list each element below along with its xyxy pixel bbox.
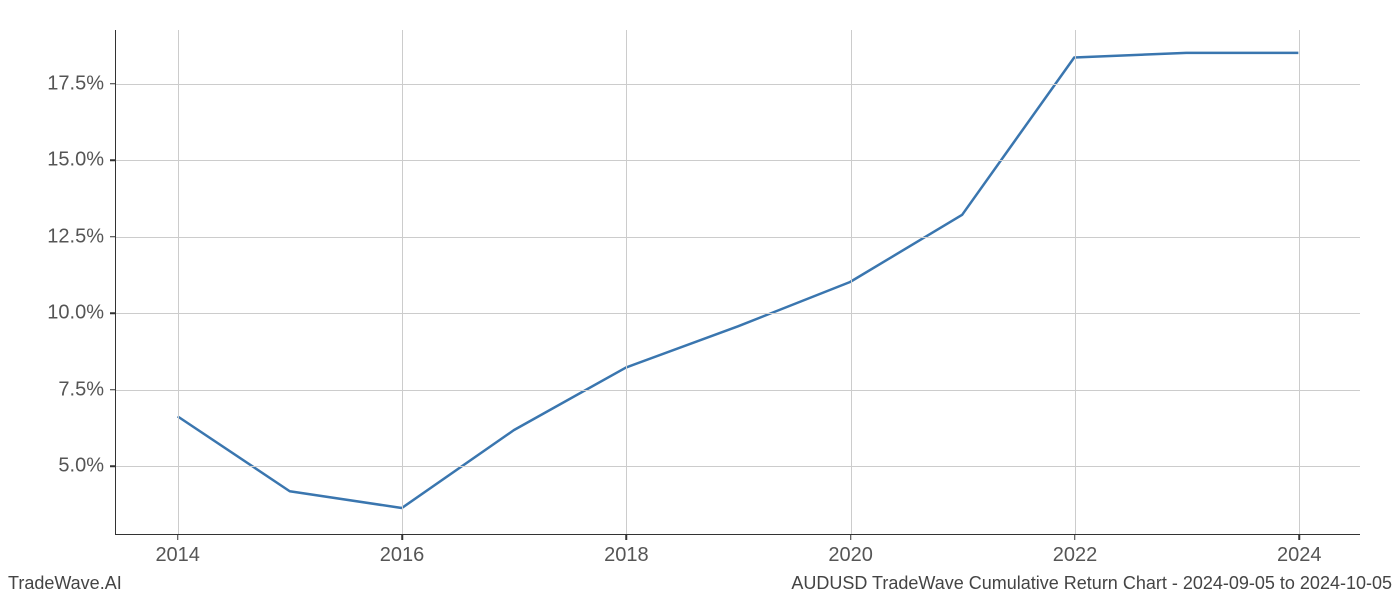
y-tick-label: 7.5%: [58, 378, 104, 401]
grid-line-horizontal: [116, 84, 1360, 85]
x-tick-mark: [1299, 534, 1301, 540]
grid-line-horizontal: [116, 313, 1360, 314]
x-tick-label: 2024: [1277, 544, 1322, 567]
grid-line-vertical: [851, 30, 852, 534]
x-tick-mark: [850, 534, 852, 540]
x-tick-label: 2018: [604, 544, 649, 567]
chart-container: 2014201620182020202220245.0%7.5%10.0%12.…: [115, 30, 1360, 535]
grid-line-horizontal: [116, 237, 1360, 238]
x-tick-label: 2016: [380, 544, 425, 567]
data-line: [178, 53, 1299, 508]
y-tick-label: 5.0%: [58, 455, 104, 478]
y-tick-label: 17.5%: [47, 72, 104, 95]
grid-line-horizontal: [116, 160, 1360, 161]
y-tick-label: 15.0%: [47, 149, 104, 172]
x-tick-mark: [1074, 534, 1076, 540]
grid-line-vertical: [402, 30, 403, 534]
x-tick-label: 2014: [155, 544, 200, 567]
plot-area: 2014201620182020202220245.0%7.5%10.0%12.…: [115, 30, 1360, 535]
line-chart-svg: [116, 30, 1360, 534]
grid-line-horizontal: [116, 390, 1360, 391]
grid-line-vertical: [1075, 30, 1076, 534]
y-tick-label: 12.5%: [47, 225, 104, 248]
x-tick-mark: [177, 534, 179, 540]
footer-caption: AUDUSD TradeWave Cumulative Return Chart…: [791, 573, 1392, 594]
x-tick-label: 2020: [828, 544, 873, 567]
y-tick-mark: [110, 312, 116, 314]
x-tick-label: 2022: [1053, 544, 1098, 567]
y-tick-mark: [110, 159, 116, 161]
y-tick-mark: [110, 465, 116, 467]
x-tick-mark: [401, 534, 403, 540]
grid-line-vertical: [178, 30, 179, 534]
y-tick-mark: [110, 83, 116, 85]
y-tick-mark: [110, 236, 116, 238]
grid-line-vertical: [626, 30, 627, 534]
y-tick-mark: [110, 389, 116, 391]
grid-line-vertical: [1299, 30, 1300, 534]
x-tick-mark: [626, 534, 628, 540]
grid-line-horizontal: [116, 466, 1360, 467]
footer-brand: TradeWave.AI: [8, 573, 122, 594]
y-tick-label: 10.0%: [47, 302, 104, 325]
